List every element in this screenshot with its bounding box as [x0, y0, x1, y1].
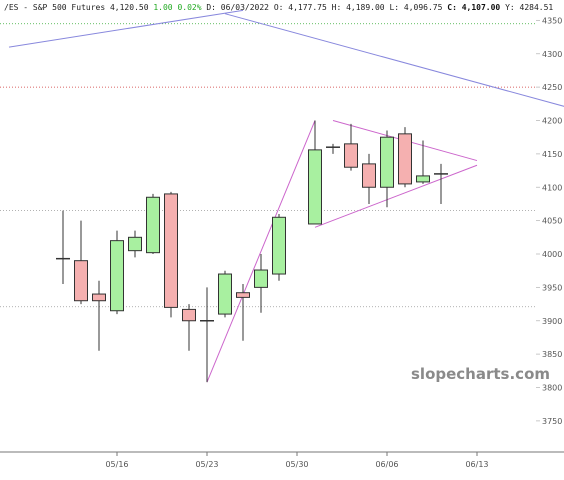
- y-tick-label: 4200: [542, 117, 562, 126]
- candle: [272, 213, 286, 281]
- watermark: slopecharts.com: [411, 365, 550, 383]
- y-axis: 4350 4300 4250 4200 4150 4100 4050 4000 3950 3900…: [536, 16, 562, 426]
- candle: [146, 193, 160, 254]
- x-axis: 05/16 05/23 05/30 06/06 06/13: [0, 451, 564, 469]
- trend-line: [8, 9, 244, 48]
- candle-body-up: [416, 175, 430, 183]
- low-label: L: 4,096.75: [389, 3, 442, 12]
- x-tick-label: 05/23: [195, 460, 218, 469]
- candle: [236, 284, 250, 341]
- candle: [398, 127, 412, 188]
- candle-body-up: [218, 273, 232, 315]
- x-tick-label: 05/30: [285, 460, 308, 469]
- candle-body-up: [308, 149, 322, 225]
- trend-line: [314, 164, 478, 228]
- candle: [254, 254, 268, 313]
- candle-body-up: [128, 236, 142, 252]
- y-tick-label: 4250: [542, 83, 562, 92]
- horizontal-levels: [0, 23, 536, 308]
- candle: [128, 230, 142, 258]
- x-tick-label: 06/06: [375, 460, 398, 469]
- candle-body-up: [272, 216, 286, 275]
- x-tick-label: 05/16: [105, 460, 128, 469]
- candle: [380, 130, 394, 208]
- candle: [56, 210, 70, 285]
- candle: [218, 270, 232, 318]
- candle-body-down: [74, 260, 88, 302]
- y-tick-label: 3950: [542, 283, 562, 292]
- candle-body-down: [362, 163, 376, 188]
- candle-body-down: [92, 293, 106, 302]
- y-tick-label: 4300: [542, 50, 562, 59]
- change-percent: 0.02%: [177, 3, 201, 12]
- candle-body-down: [164, 193, 178, 308]
- trend-line: [206, 120, 316, 383]
- candle: [74, 220, 88, 305]
- x-tick-label: 06/13: [465, 460, 488, 469]
- candles: [56, 120, 448, 383]
- trend-lines: [8, 9, 564, 383]
- candle: [326, 143, 340, 154]
- y-tick-label: 4150: [542, 150, 562, 159]
- y-tick-label: 3800: [542, 384, 562, 393]
- y-tick-label: 4350: [542, 16, 562, 25]
- y-tick-label: 4050: [542, 217, 562, 226]
- close-label: C: 4,107.00: [447, 3, 500, 12]
- candle: [110, 230, 124, 315]
- high-label: H: 4,189.00: [332, 3, 385, 12]
- candle: [416, 140, 430, 184]
- candle-body-up: [254, 269, 268, 288]
- candle: [200, 287, 214, 383]
- candle-body-down: [398, 133, 412, 185]
- y-tick-label: 3900: [542, 317, 562, 326]
- y-tick-label: 3750: [542, 417, 562, 426]
- candle-body-down: [236, 292, 250, 298]
- candle-body-down: [344, 143, 358, 168]
- trend-line: [224, 13, 564, 107]
- candle: [92, 280, 106, 351]
- candle: [308, 120, 322, 225]
- candle: [182, 304, 196, 351]
- last-price: 4,120.50: [110, 3, 149, 12]
- date-label: D: 06/03/2022: [206, 3, 269, 12]
- candle: [344, 123, 358, 171]
- candle: [434, 163, 448, 204]
- candle-body-up: [146, 196, 160, 254]
- y-tick-label: 4000: [542, 250, 562, 259]
- chart-header: /ES - S&P 500 Futures 4,120.50 1.00 0.02…: [4, 3, 553, 12]
- candle-body-down: [182, 308, 196, 322]
- change-value: 1.00: [153, 3, 172, 12]
- candle: [164, 191, 178, 318]
- y-tick-label: 4100: [542, 183, 562, 192]
- candle: [362, 153, 376, 204]
- symbol-label: /ES - S&P 500 Futures: [4, 3, 105, 12]
- candle-body-up: [110, 240, 124, 312]
- y-value-label: Y: 4284.51: [505, 3, 553, 12]
- candle-body-up: [380, 136, 394, 188]
- open-label: O: 4,177.75: [274, 3, 327, 12]
- y-tick-label: 3850: [542, 350, 562, 359]
